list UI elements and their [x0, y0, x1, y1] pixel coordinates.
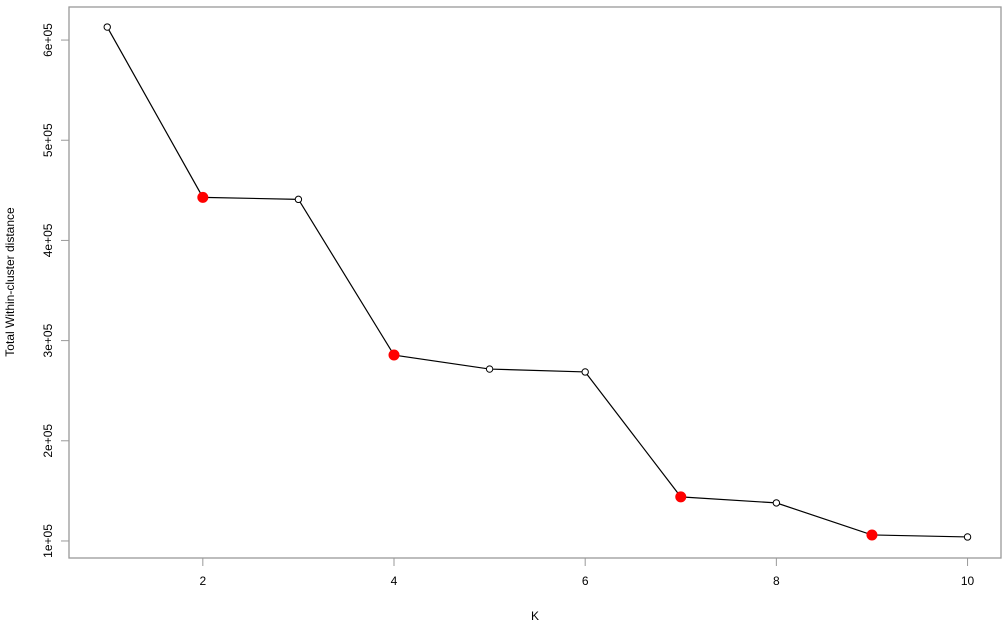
x-tick-label: 10: [961, 574, 975, 588]
highlighted-data-point: [388, 349, 400, 361]
highlighted-data-point: [675, 491, 687, 503]
x-tick-label: 2: [199, 574, 206, 588]
y-tick-label: 4e+05: [41, 223, 55, 257]
y-tick-label: 2e+05: [41, 424, 55, 458]
highlighted-data-point: [197, 191, 209, 203]
data-point: [485, 365, 494, 373]
x-tick-label: 8: [773, 574, 780, 588]
data-point: [772, 499, 781, 507]
y-tick-label: 1e+05: [41, 524, 55, 558]
y-tick-label: 5e+05: [41, 123, 55, 157]
series-line: [106, 26, 968, 538]
data-point: [294, 195, 303, 204]
data-point: [963, 533, 972, 541]
y-axis-label: Total Within-cluster distance: [3, 207, 17, 357]
data-point: [103, 23, 111, 31]
x-tick-label: 6: [582, 574, 589, 588]
x-tick-label: 4: [391, 574, 398, 588]
data-point: [581, 368, 589, 376]
y-tick-label: 3e+05: [41, 323, 55, 357]
x-axis-label: K: [531, 609, 539, 623]
y-tick-label: 6e+05: [41, 23, 55, 57]
highlighted-data-point: [866, 529, 878, 541]
plot-box: [68, 6, 1002, 559]
